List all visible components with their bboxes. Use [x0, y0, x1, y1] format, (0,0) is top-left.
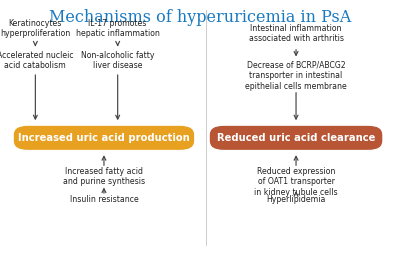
- Text: Insulin resistance: Insulin resistance: [70, 195, 138, 204]
- Text: Increased uric acid production: Increased uric acid production: [18, 133, 190, 143]
- Text: Keratinocytes
hyperproliferation: Keratinocytes hyperproliferation: [0, 19, 70, 38]
- FancyBboxPatch shape: [210, 126, 382, 150]
- Text: Reduced uric acid clearance: Reduced uric acid clearance: [217, 133, 375, 143]
- Text: Mechanisms of hyperuricemia in PsA: Mechanisms of hyperuricemia in PsA: [49, 9, 351, 26]
- Text: Decrease of BCRP/ABCG2
transporter in intestinal
epithelial cells membrane: Decrease of BCRP/ABCG2 transporter in in…: [245, 61, 347, 91]
- Text: Hyperlipidemia: Hyperlipidemia: [266, 195, 326, 204]
- Text: IL-17 promotes
hepatic inflammation: IL-17 promotes hepatic inflammation: [76, 19, 160, 38]
- Text: Non-alcoholic fatty
liver disease: Non-alcoholic fatty liver disease: [81, 51, 154, 70]
- Text: Increased fatty acid
and purine synthesis: Increased fatty acid and purine synthesi…: [63, 167, 145, 186]
- Text: Accelerated nucleic
acid catabolism: Accelerated nucleic acid catabolism: [0, 51, 74, 70]
- Text: Reduced expression
of OAT1 transporter
in kidney tubule cells: Reduced expression of OAT1 transporter i…: [254, 167, 338, 197]
- Text: Intestinal inflammation
associated with arthritis: Intestinal inflammation associated with …: [248, 24, 344, 43]
- FancyBboxPatch shape: [14, 126, 194, 150]
